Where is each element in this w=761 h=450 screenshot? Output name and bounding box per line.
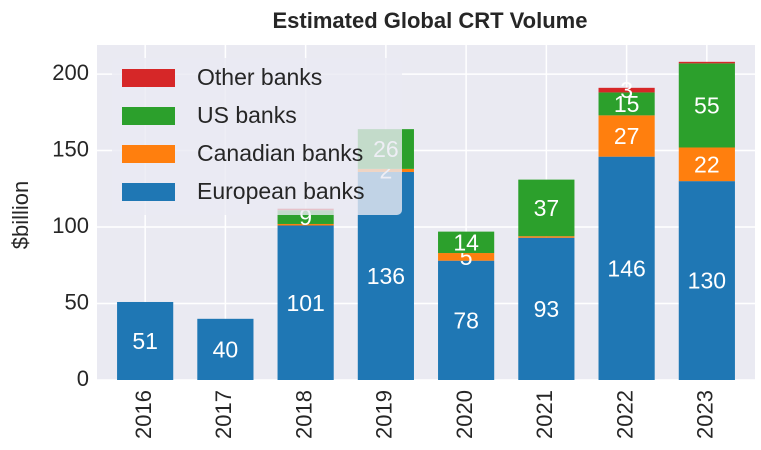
data-label: 93 <box>534 296 560 322</box>
bar-segment <box>518 236 575 238</box>
x-tick-label: 2021 <box>532 390 557 439</box>
bar-segment <box>277 225 334 380</box>
chart-title: Estimated Global CRT Volume <box>273 8 588 33</box>
x-tick-label: 2019 <box>372 390 397 439</box>
x-tick-label: 2017 <box>211 390 236 439</box>
y-tick-label: 200 <box>52 60 89 85</box>
y-tick-label: 50 <box>65 289 89 314</box>
x-tick-label: 2018 <box>291 390 316 439</box>
legend-swatch <box>122 183 175 201</box>
legend-label: US banks <box>197 102 297 128</box>
data-label: 78 <box>453 307 479 333</box>
data-label: 101 <box>286 290 324 316</box>
x-tick-label: 2023 <box>693 390 718 439</box>
bar-segment <box>678 63 735 148</box>
bar-segment <box>598 156 655 380</box>
y-tick-label: 0 <box>77 366 89 391</box>
data-label: 37 <box>534 195 560 221</box>
bar-segment <box>678 61 735 64</box>
legend-label: Other banks <box>197 64 322 90</box>
data-label: 3 <box>620 77 633 103</box>
bar-segment <box>678 181 735 380</box>
data-label: 40 <box>213 336 239 362</box>
y-tick-label: 100 <box>52 213 89 238</box>
legend-swatch <box>122 107 175 125</box>
legend-box <box>112 58 402 215</box>
y-axis-label: $billion <box>8 181 33 250</box>
x-tick-label: 2022 <box>612 390 637 439</box>
legend-label: Canadian banks <box>197 140 363 166</box>
data-label: 130 <box>688 268 726 294</box>
x-tick-label: 2020 <box>452 390 477 439</box>
bar-segment <box>598 115 655 157</box>
data-label: 136 <box>367 263 405 289</box>
legend-swatch <box>122 69 175 87</box>
bar-segment <box>518 179 575 237</box>
data-label: 51 <box>132 328 158 354</box>
bar-segment <box>598 92 655 116</box>
bar-segment <box>438 260 495 380</box>
legend-label: European banks <box>197 178 365 204</box>
bar-segment <box>598 87 655 93</box>
bar-segment <box>518 237 575 380</box>
data-label: 22 <box>694 151 720 177</box>
x-tick-label: 2016 <box>131 390 156 439</box>
data-label: 146 <box>607 255 645 281</box>
bar-segment <box>117 301 174 380</box>
bar-segment <box>197 318 254 380</box>
y-tick-label: 150 <box>52 136 89 161</box>
data-label: 27 <box>614 123 640 149</box>
data-label: 55 <box>694 93 720 119</box>
data-label: 14 <box>453 229 479 255</box>
legend-swatch <box>122 145 175 163</box>
bar-segment <box>678 147 735 182</box>
bar-segment <box>438 253 495 261</box>
bar-segment <box>277 223 334 226</box>
bar-segment <box>438 231 495 254</box>
data-label: 15 <box>614 91 640 117</box>
